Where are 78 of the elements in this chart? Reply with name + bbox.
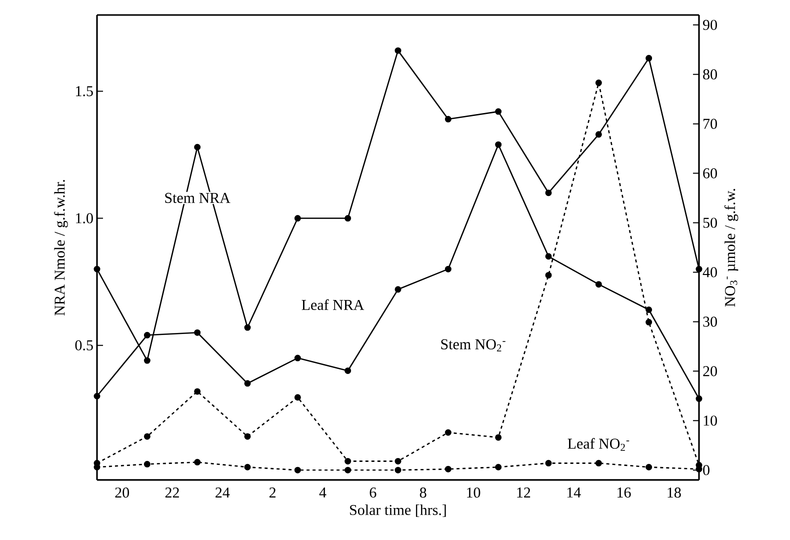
point (144, 460, 150, 468)
point (194, 458, 201, 466)
point (394, 47, 402, 54)
point (595, 131, 602, 138)
series-label: Leaf NRA (302, 299, 364, 310)
y2-tick-label: 30 (703, 316, 717, 327)
point (646, 306, 652, 313)
point (144, 357, 150, 364)
y2-tick-label: 10 (704, 416, 717, 426)
point (244, 324, 251, 331)
point (394, 286, 402, 293)
point (646, 54, 652, 62)
point (344, 458, 352, 464)
point (144, 433, 150, 440)
point (194, 388, 201, 395)
point (194, 329, 201, 336)
series-label: Stem NO$_{2}$- (441, 339, 506, 352)
x-tick-label: 8 (420, 488, 426, 498)
point (444, 466, 452, 472)
y2-tick-label: 40 (702, 267, 717, 278)
y2-tick-label: 50 (703, 218, 717, 228)
x-tick-label: 4 (319, 488, 326, 498)
y2-tick-label: 90 (703, 20, 717, 30)
point (394, 458, 402, 464)
y-tick-label: 1.5 (76, 86, 93, 96)
point (294, 354, 301, 362)
point (545, 272, 552, 278)
x-tick-label: 24 (216, 488, 230, 498)
x-tick-label: 2 (269, 488, 276, 498)
point (294, 215, 301, 222)
point (495, 434, 502, 441)
point (545, 460, 552, 466)
point (244, 464, 251, 470)
y2-axis-title: NO$_{3}$$^{-}$ µmole / g.f.w. (724, 188, 738, 307)
y2-tick-label: 70 (704, 118, 717, 129)
point (495, 108, 502, 115)
point (545, 253, 552, 260)
y-axis-title: NRA Nmole / g.f.w.hr. (54, 180, 68, 316)
point (344, 215, 352, 222)
point (595, 281, 602, 288)
point (646, 464, 652, 470)
point (444, 429, 452, 436)
series-label: Stem NRA (165, 192, 230, 203)
x-tick-label: 18 (668, 488, 681, 498)
series-label: Leaf NO$_{2}$- (568, 438, 630, 451)
point (444, 116, 452, 122)
point (94, 392, 100, 400)
point (495, 464, 502, 470)
x-tick-label: 22 (165, 488, 179, 498)
point (646, 318, 652, 326)
point (294, 394, 301, 401)
point (244, 380, 251, 387)
point (94, 266, 100, 272)
point (595, 460, 602, 466)
x-tick-label: 12 (517, 488, 530, 498)
point (545, 190, 552, 196)
point (444, 266, 452, 272)
point (294, 466, 301, 474)
point (394, 466, 402, 474)
y2-tick-label: 80 (703, 69, 717, 80)
point (194, 144, 201, 150)
y-tick-label: 1.0 (76, 213, 93, 224)
point (595, 80, 602, 86)
x-tick-label: 14 (567, 488, 581, 498)
x-tick-label: 16 (618, 488, 631, 498)
y2-tick-label: 60 (703, 168, 717, 178)
point (495, 141, 502, 148)
point (344, 466, 352, 474)
point (144, 332, 150, 338)
y-tick-label: 0.5 (75, 340, 93, 350)
x-tick-label: 20 (115, 488, 130, 498)
point (344, 367, 352, 374)
point (244, 433, 251, 440)
x-tick-label: 6 (370, 488, 376, 498)
x-axis-title: Solar time [hrs.] (350, 504, 446, 517)
x-tick-label: 10 (467, 488, 480, 498)
y2-tick-label: 0 (703, 465, 710, 476)
y2-tick-label: 20 (703, 366, 717, 376)
